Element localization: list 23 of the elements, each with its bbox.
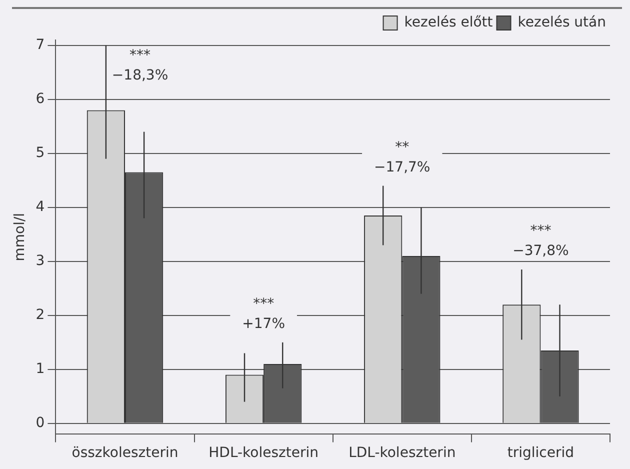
annotation: −18,3% <box>112 68 168 84</box>
annotation: *** <box>530 223 552 240</box>
x-tick-label: LDL-koleszterin <box>348 445 456 462</box>
y-tick-label: 0 <box>36 415 45 432</box>
y-tick-label: 2 <box>36 307 45 324</box>
legend-label: kezelés előtt <box>404 14 494 31</box>
x-tick-label: HDL-koleszterin <box>208 445 318 462</box>
y-tick-label: 5 <box>36 145 45 162</box>
y-tick-label: 4 <box>36 199 45 216</box>
y-tick-label: 6 <box>36 91 45 108</box>
annotation: −17,7% <box>374 159 430 176</box>
annotation: +17% <box>242 316 285 332</box>
y-tick-label: 3 <box>36 253 45 270</box>
annotation: −37,8% <box>512 243 569 260</box>
y-axis-title: mmol/l <box>12 212 28 262</box>
legend-label: kezelés után <box>518 14 606 31</box>
y-tick-label: 1 <box>36 361 45 378</box>
x-tick-label: összkoleszterin <box>72 445 178 462</box>
x-tick-label: triglicerid <box>507 445 574 462</box>
annotation: *** <box>130 48 151 64</box>
annotation: *** <box>253 296 274 312</box>
annotation: ** <box>395 139 410 156</box>
y-tick-label: 7 <box>36 37 45 54</box>
